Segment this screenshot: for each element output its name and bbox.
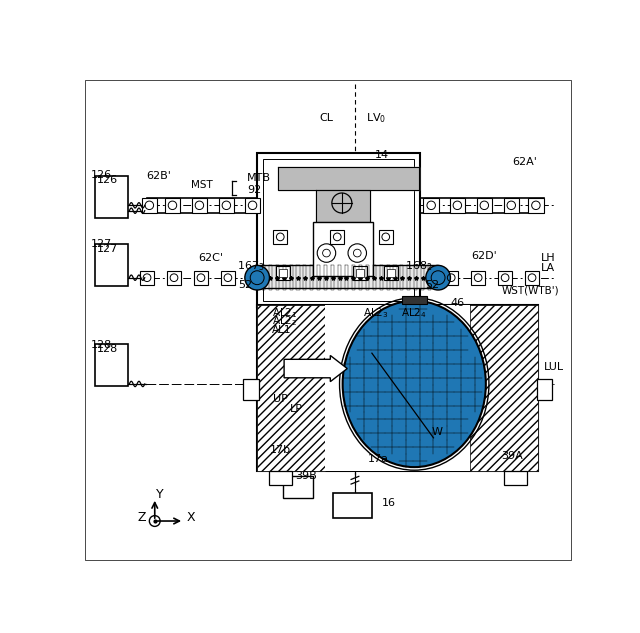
Text: 92: 92 — [247, 185, 261, 195]
Text: 127: 127 — [91, 239, 112, 249]
Bar — [269, 471, 292, 485]
Bar — [257, 305, 325, 471]
Bar — [164, 197, 180, 213]
Text: 62A': 62A' — [512, 157, 537, 167]
Bar — [537, 379, 552, 400]
Text: 62D': 62D' — [472, 251, 497, 261]
Text: AL2$_2$: AL2$_2$ — [272, 315, 297, 329]
Text: 17a: 17a — [368, 454, 389, 463]
Bar — [384, 266, 398, 280]
Bar — [504, 471, 527, 485]
Text: 126: 126 — [91, 170, 112, 180]
Text: LA: LA — [541, 263, 556, 273]
Text: X: X — [187, 511, 196, 524]
Bar — [141, 197, 157, 213]
Bar — [273, 230, 287, 244]
Text: MST: MST — [191, 180, 212, 189]
Circle shape — [426, 265, 451, 290]
Bar — [263, 159, 414, 301]
Bar — [276, 266, 291, 280]
Bar — [259, 265, 438, 289]
Bar — [95, 344, 128, 386]
Text: LV$_0$: LV$_0$ — [366, 111, 387, 125]
Text: CL: CL — [319, 113, 333, 123]
Bar — [333, 493, 372, 518]
Bar — [353, 266, 367, 280]
Text: 39A: 39A — [501, 451, 523, 461]
Text: 39B: 39B — [296, 472, 317, 481]
Circle shape — [245, 265, 269, 290]
Bar — [504, 197, 519, 213]
FancyArrow shape — [284, 356, 348, 382]
Bar — [221, 271, 235, 285]
Bar — [95, 244, 128, 286]
Text: 168$_2$: 168$_2$ — [405, 260, 433, 273]
Text: UP: UP — [273, 394, 287, 404]
Bar — [356, 269, 364, 277]
Text: AL1: AL1 — [272, 325, 291, 335]
Bar — [192, 197, 207, 213]
Text: Y: Y — [156, 488, 164, 501]
Bar — [498, 271, 512, 285]
Bar — [312, 222, 372, 276]
Bar — [257, 305, 538, 471]
Text: 128: 128 — [97, 344, 118, 354]
Text: WST(WTB'): WST(WTB') — [501, 285, 559, 295]
Bar — [387, 269, 395, 277]
Bar — [257, 153, 420, 307]
Bar — [444, 271, 458, 285]
Bar — [477, 197, 492, 213]
Bar — [284, 477, 312, 498]
Bar — [379, 230, 393, 244]
Text: 167$_3$: 167$_3$ — [237, 260, 265, 273]
Text: 52: 52 — [426, 280, 440, 291]
Bar — [525, 271, 539, 285]
Text: 46: 46 — [451, 298, 465, 308]
Text: 126: 126 — [97, 175, 118, 185]
Text: MTB: MTB — [247, 173, 271, 182]
Text: LP: LP — [289, 404, 303, 413]
Text: AL2$_3$: AL2$_3$ — [363, 306, 388, 320]
Bar — [194, 271, 208, 285]
Bar — [402, 296, 426, 304]
Bar — [330, 230, 344, 244]
Text: W: W — [432, 427, 443, 437]
Text: 17b: 17b — [269, 445, 291, 455]
Bar — [167, 271, 181, 285]
Text: AL2$_4$: AL2$_4$ — [401, 306, 427, 320]
Ellipse shape — [342, 301, 486, 467]
Bar — [424, 197, 439, 213]
Text: 14: 14 — [375, 149, 389, 160]
Bar — [280, 269, 287, 277]
Text: 16: 16 — [382, 498, 396, 508]
Polygon shape — [278, 167, 419, 190]
Bar — [325, 305, 470, 471]
Bar — [450, 197, 465, 213]
Text: 128: 128 — [91, 341, 112, 351]
Bar — [528, 197, 543, 213]
Bar — [95, 176, 128, 218]
Bar — [140, 271, 154, 285]
Text: LH: LH — [541, 253, 556, 263]
Polygon shape — [316, 190, 371, 222]
Bar — [243, 379, 259, 400]
Bar — [471, 271, 485, 285]
Bar — [245, 197, 260, 213]
Bar — [219, 197, 234, 213]
Text: 127: 127 — [97, 244, 118, 254]
Text: LUL: LUL — [543, 362, 564, 372]
Text: AL2$_1$: AL2$_1$ — [272, 306, 298, 320]
Text: 62C': 62C' — [198, 253, 223, 263]
Bar — [470, 305, 538, 471]
Text: Z: Z — [137, 511, 145, 524]
Text: 52: 52 — [238, 280, 252, 291]
Text: 62B': 62B' — [146, 171, 171, 181]
